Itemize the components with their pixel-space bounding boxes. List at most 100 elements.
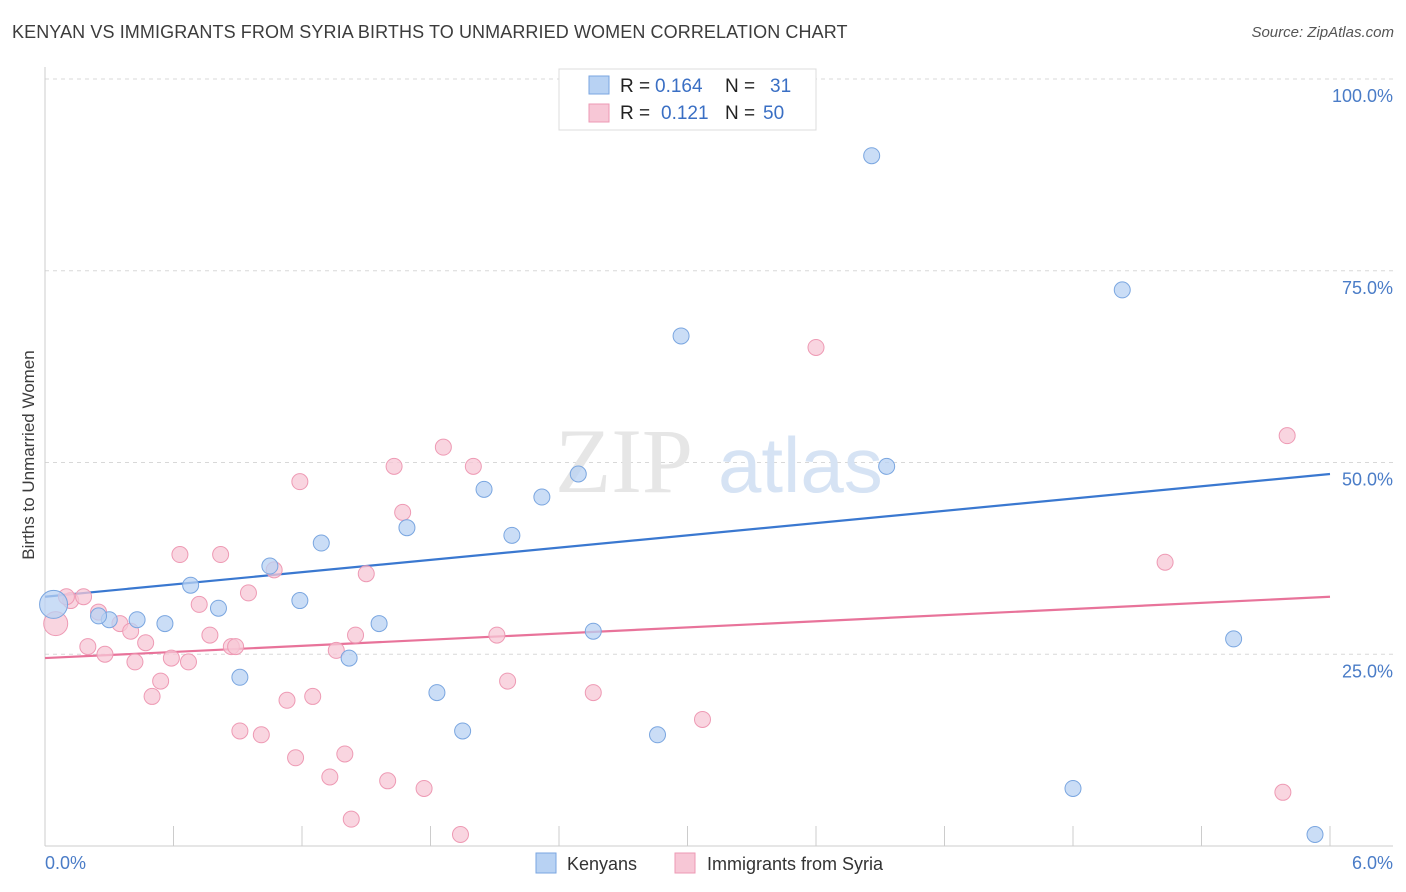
point-kenyans	[291, 592, 309, 610]
point-syria	[464, 457, 482, 475]
legend-r-label-kenyans: R =	[620, 76, 650, 97]
watermark-atlas: atlas	[718, 421, 883, 509]
point-syria	[171, 546, 189, 564]
legend-swatch-syria	[588, 103, 610, 123]
point-kenyans	[533, 488, 551, 506]
legend-swatch-kenyans	[588, 75, 610, 95]
x-tick-label-max: 6.0%	[1352, 853, 1393, 873]
point-kenyans	[672, 327, 690, 345]
source-credit: Source: ZipAtlas.com	[1251, 24, 1394, 41]
point-kenyans	[39, 589, 69, 619]
point-syria	[137, 634, 155, 652]
point-kenyans	[90, 607, 108, 625]
bottom-legend-swatch-syria	[674, 852, 696, 874]
bottom-legend-swatch-kenyans	[535, 852, 557, 874]
y-tick-label: 100.0%	[1332, 86, 1393, 106]
y-tick-label: 75.0%	[1342, 278, 1393, 298]
y-tick-label: 25.0%	[1342, 661, 1393, 681]
point-kenyans	[370, 615, 388, 633]
point-syria	[278, 691, 296, 709]
point-kenyans	[584, 622, 602, 640]
bottom-legend-kenyans: Kenyans	[567, 854, 637, 874]
point-syria	[357, 565, 375, 583]
trendline-syria	[44, 595, 1331, 660]
legend-n-value-syria: 50	[763, 103, 784, 124]
legend-r-value-kenyans: 0.164	[655, 76, 703, 97]
point-kenyans	[1113, 281, 1131, 299]
bottom-legend-syria: Immigrants from Syria	[707, 854, 884, 874]
point-kenyans	[428, 684, 446, 702]
point-syria	[342, 810, 360, 828]
point-syria	[1274, 783, 1292, 801]
watermark-zip: ZIP	[555, 410, 693, 512]
point-kenyans	[1306, 825, 1324, 843]
point-syria	[287, 749, 305, 767]
point-syria	[143, 687, 161, 705]
point-kenyans	[156, 615, 174, 633]
point-syria	[179, 653, 197, 671]
point-kenyans	[569, 465, 587, 483]
point-syria	[1156, 553, 1174, 571]
point-kenyans	[649, 726, 667, 744]
point-syria	[415, 779, 433, 797]
point-syria	[394, 503, 412, 521]
chart-title: KENYAN VS IMMIGRANTS FROM SYRIA BIRTHS T…	[12, 22, 848, 42]
point-syria	[327, 641, 345, 659]
legend-n-value-kenyans: 31	[770, 76, 791, 97]
point-syria	[201, 626, 219, 644]
grid-lines: 25.0% 50.0% 75.0% 100.0%	[45, 78, 1393, 681]
trendlines	[44, 472, 1331, 660]
point-syria	[162, 649, 180, 667]
point-syria	[379, 772, 397, 790]
series-legend: Kenyans Immigrants from Syria	[535, 852, 884, 874]
point-syria	[693, 710, 711, 728]
point-syria	[75, 588, 93, 606]
point-kenyans	[1064, 779, 1082, 797]
point-kenyans	[863, 147, 881, 165]
point-kenyans	[475, 480, 493, 498]
point-syria	[212, 546, 230, 564]
point-kenyans	[261, 557, 279, 575]
x-tick-label-min: 0.0%	[45, 853, 86, 873]
point-syria	[321, 768, 339, 786]
point-kenyans	[454, 722, 472, 740]
point-kenyans	[128, 611, 146, 629]
point-syria	[96, 645, 114, 663]
point-syria	[488, 626, 506, 644]
point-kenyans	[231, 668, 249, 686]
y-axis-label: Births to Unmarried Women	[19, 350, 38, 559]
point-syria	[227, 638, 245, 656]
point-kenyans	[878, 457, 896, 475]
point-syria	[336, 745, 354, 763]
trendline-kenyans	[44, 472, 1331, 598]
legend-n-label-syria: N =	[725, 103, 755, 124]
point-syria	[152, 672, 170, 690]
point-syria	[291, 473, 309, 491]
point-syria	[231, 722, 249, 740]
point-kenyans	[1225, 630, 1243, 648]
point-kenyans	[398, 519, 416, 537]
legend-r-label-syria: R =	[620, 103, 650, 124]
y-tick-label: 50.0%	[1342, 470, 1393, 490]
kenyans-points	[39, 70, 1324, 843]
syria-points	[43, 338, 1296, 843]
legend-n-label-kenyans: N =	[725, 76, 755, 97]
point-kenyans	[340, 649, 358, 667]
point-syria	[499, 672, 517, 690]
point-syria	[304, 687, 322, 705]
point-syria	[434, 438, 452, 456]
point-syria	[347, 626, 365, 644]
point-syria	[451, 825, 469, 843]
point-kenyans	[503, 526, 521, 544]
point-kenyans	[312, 534, 330, 552]
point-kenyans	[209, 599, 227, 617]
stats-legend: R = 0.164 N = 31 R = 0.121 N = 50	[558, 68, 817, 131]
point-syria	[385, 457, 403, 475]
point-kenyans	[182, 576, 200, 594]
point-syria	[1278, 427, 1296, 445]
point-syria	[239, 584, 257, 602]
point-syria	[252, 726, 270, 744]
point-syria	[79, 638, 97, 656]
point-syria	[584, 684, 602, 702]
